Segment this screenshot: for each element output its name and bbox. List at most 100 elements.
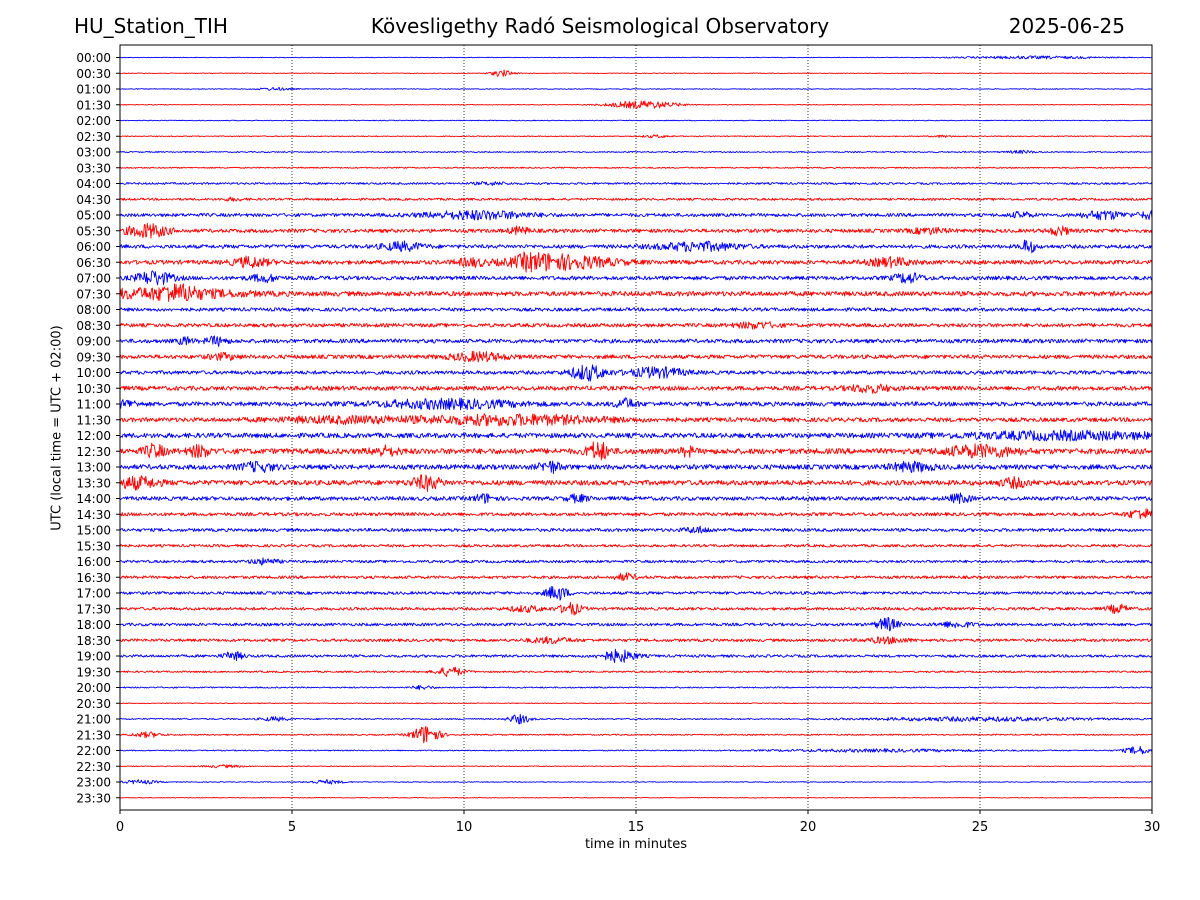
row-time-label: 12:30 — [76, 445, 111, 459]
row-time-label: 09:30 — [76, 350, 111, 364]
row-time-label: 11:30 — [76, 413, 111, 427]
seismic-trace — [119, 222, 1153, 239]
row-time-label: 11:00 — [76, 398, 111, 412]
seismic-trace — [119, 492, 1153, 505]
row-time-label: 02:00 — [76, 114, 111, 128]
row-time-label: 05:30 — [76, 224, 111, 238]
chart-title: Kövesligethy Radó Seismological Observat… — [370, 14, 830, 38]
row-time-label: 13:00 — [76, 461, 111, 475]
row-time-label: 14:30 — [76, 508, 111, 522]
row-time-label: 13:30 — [76, 476, 111, 490]
seismic-trace — [119, 149, 1153, 155]
seismic-trace — [119, 55, 1152, 60]
row-time-label: 23:30 — [76, 791, 111, 805]
seismic-trace — [119, 270, 1153, 286]
seismic-trace — [119, 764, 1153, 769]
row-time-label: 07:00 — [76, 272, 111, 286]
seismic-trace — [119, 239, 1153, 254]
row-time-label: 19:00 — [76, 650, 111, 664]
row-time-label: 21:30 — [76, 728, 111, 742]
seismic-trace — [119, 350, 1153, 363]
seismic-trace — [119, 544, 1153, 548]
seismic-trace — [119, 119, 1153, 122]
x-axis-ticks: 0 5 10 15 20 25 30 — [116, 810, 1160, 835]
row-time-label: 22:00 — [76, 744, 111, 758]
seismic-trace — [119, 441, 1153, 461]
seismic-trace — [119, 100, 1153, 110]
row-time-label: 23:00 — [76, 776, 111, 790]
x-tick-label: 5 — [288, 820, 296, 835]
row-time-label: 18:30 — [76, 634, 111, 648]
row-time-label: 00:30 — [76, 67, 111, 81]
row-time-label: 08:30 — [76, 319, 111, 333]
seismic-trace — [119, 460, 1153, 474]
seismic-trace — [119, 684, 1153, 691]
row-time-label: 20:30 — [76, 697, 111, 711]
row-time-label: 14:00 — [76, 492, 111, 506]
row-time-label: 16:00 — [76, 555, 111, 569]
seismic-trace — [119, 616, 1153, 632]
row-time-label: 09:00 — [76, 335, 111, 349]
row-time-label: 07:30 — [76, 287, 111, 301]
seismic-trace — [119, 397, 1153, 411]
seismic-trace — [119, 283, 1153, 302]
seismic-trace — [119, 666, 1153, 678]
seismic-trace — [119, 181, 1153, 187]
row-time-label: 02:30 — [76, 130, 111, 144]
row-time-label: 03:30 — [76, 161, 111, 175]
row-time-label: 15:30 — [76, 539, 111, 553]
row-time-label: 00:00 — [76, 51, 111, 65]
seismic-trace — [119, 725, 1153, 744]
row-time-label: 12:00 — [76, 429, 111, 443]
seismic-trace — [119, 166, 1153, 169]
row-time-label: 20:00 — [76, 681, 111, 695]
seismic-trace — [119, 601, 1153, 616]
seismic-trace — [119, 87, 1153, 91]
seismic-trace — [119, 702, 1153, 705]
seismic-trace — [119, 648, 1153, 664]
seismic-trace — [119, 209, 1153, 221]
seismic-trace — [119, 307, 1153, 312]
seismic-trace — [119, 364, 1153, 382]
row-time-label: 08:00 — [76, 303, 111, 317]
trace-group — [119, 55, 1153, 799]
seismic-trace — [119, 557, 1153, 566]
x-tick-label: 20 — [800, 820, 817, 835]
row-time-label: 17:30 — [76, 602, 111, 616]
station-name: HU_Station_TIH — [74, 14, 228, 38]
row-time-label: 01:30 — [76, 98, 111, 112]
seismic-trace — [119, 413, 1153, 427]
row-time-label: 19:30 — [76, 665, 111, 679]
row-time-label: 04:00 — [76, 177, 111, 191]
seismic-trace — [119, 69, 1153, 77]
seismic-trace — [119, 429, 1153, 442]
x-tick-label: 25 — [972, 820, 989, 835]
row-time-label: 18:00 — [76, 618, 111, 632]
row-time-label: 01:00 — [76, 83, 111, 97]
row-time-label: 06:30 — [76, 256, 111, 270]
seismic-trace — [119, 508, 1153, 520]
row-time-label: 16:30 — [76, 571, 111, 585]
seismic-trace — [119, 383, 1153, 394]
seismic-trace — [119, 586, 1153, 601]
x-tick-label: 0 — [116, 820, 124, 835]
row-time-label: 21:00 — [76, 713, 111, 727]
y-axis-label: UTC (local time = UTC + 02:00) — [49, 325, 65, 531]
seismic-trace — [119, 196, 1153, 202]
row-time-label: 10:30 — [76, 382, 111, 396]
row-time-label: 05:00 — [76, 209, 111, 223]
row-time-label: 03:00 — [76, 146, 111, 160]
seismic-trace — [119, 525, 1153, 534]
row-time-label: 04:30 — [76, 193, 111, 207]
chart-date: 2025-06-25 — [1008, 14, 1125, 38]
x-tick-label: 30 — [1144, 820, 1161, 835]
seismic-trace — [119, 321, 1153, 330]
seismic-trace — [119, 474, 1153, 493]
row-time-label: 17:00 — [76, 587, 111, 601]
row-time-label: 06:00 — [76, 240, 111, 254]
seismic-trace — [119, 779, 1153, 785]
seismic-trace — [119, 134, 1153, 139]
x-axis-label: time in minutes — [584, 837, 688, 852]
